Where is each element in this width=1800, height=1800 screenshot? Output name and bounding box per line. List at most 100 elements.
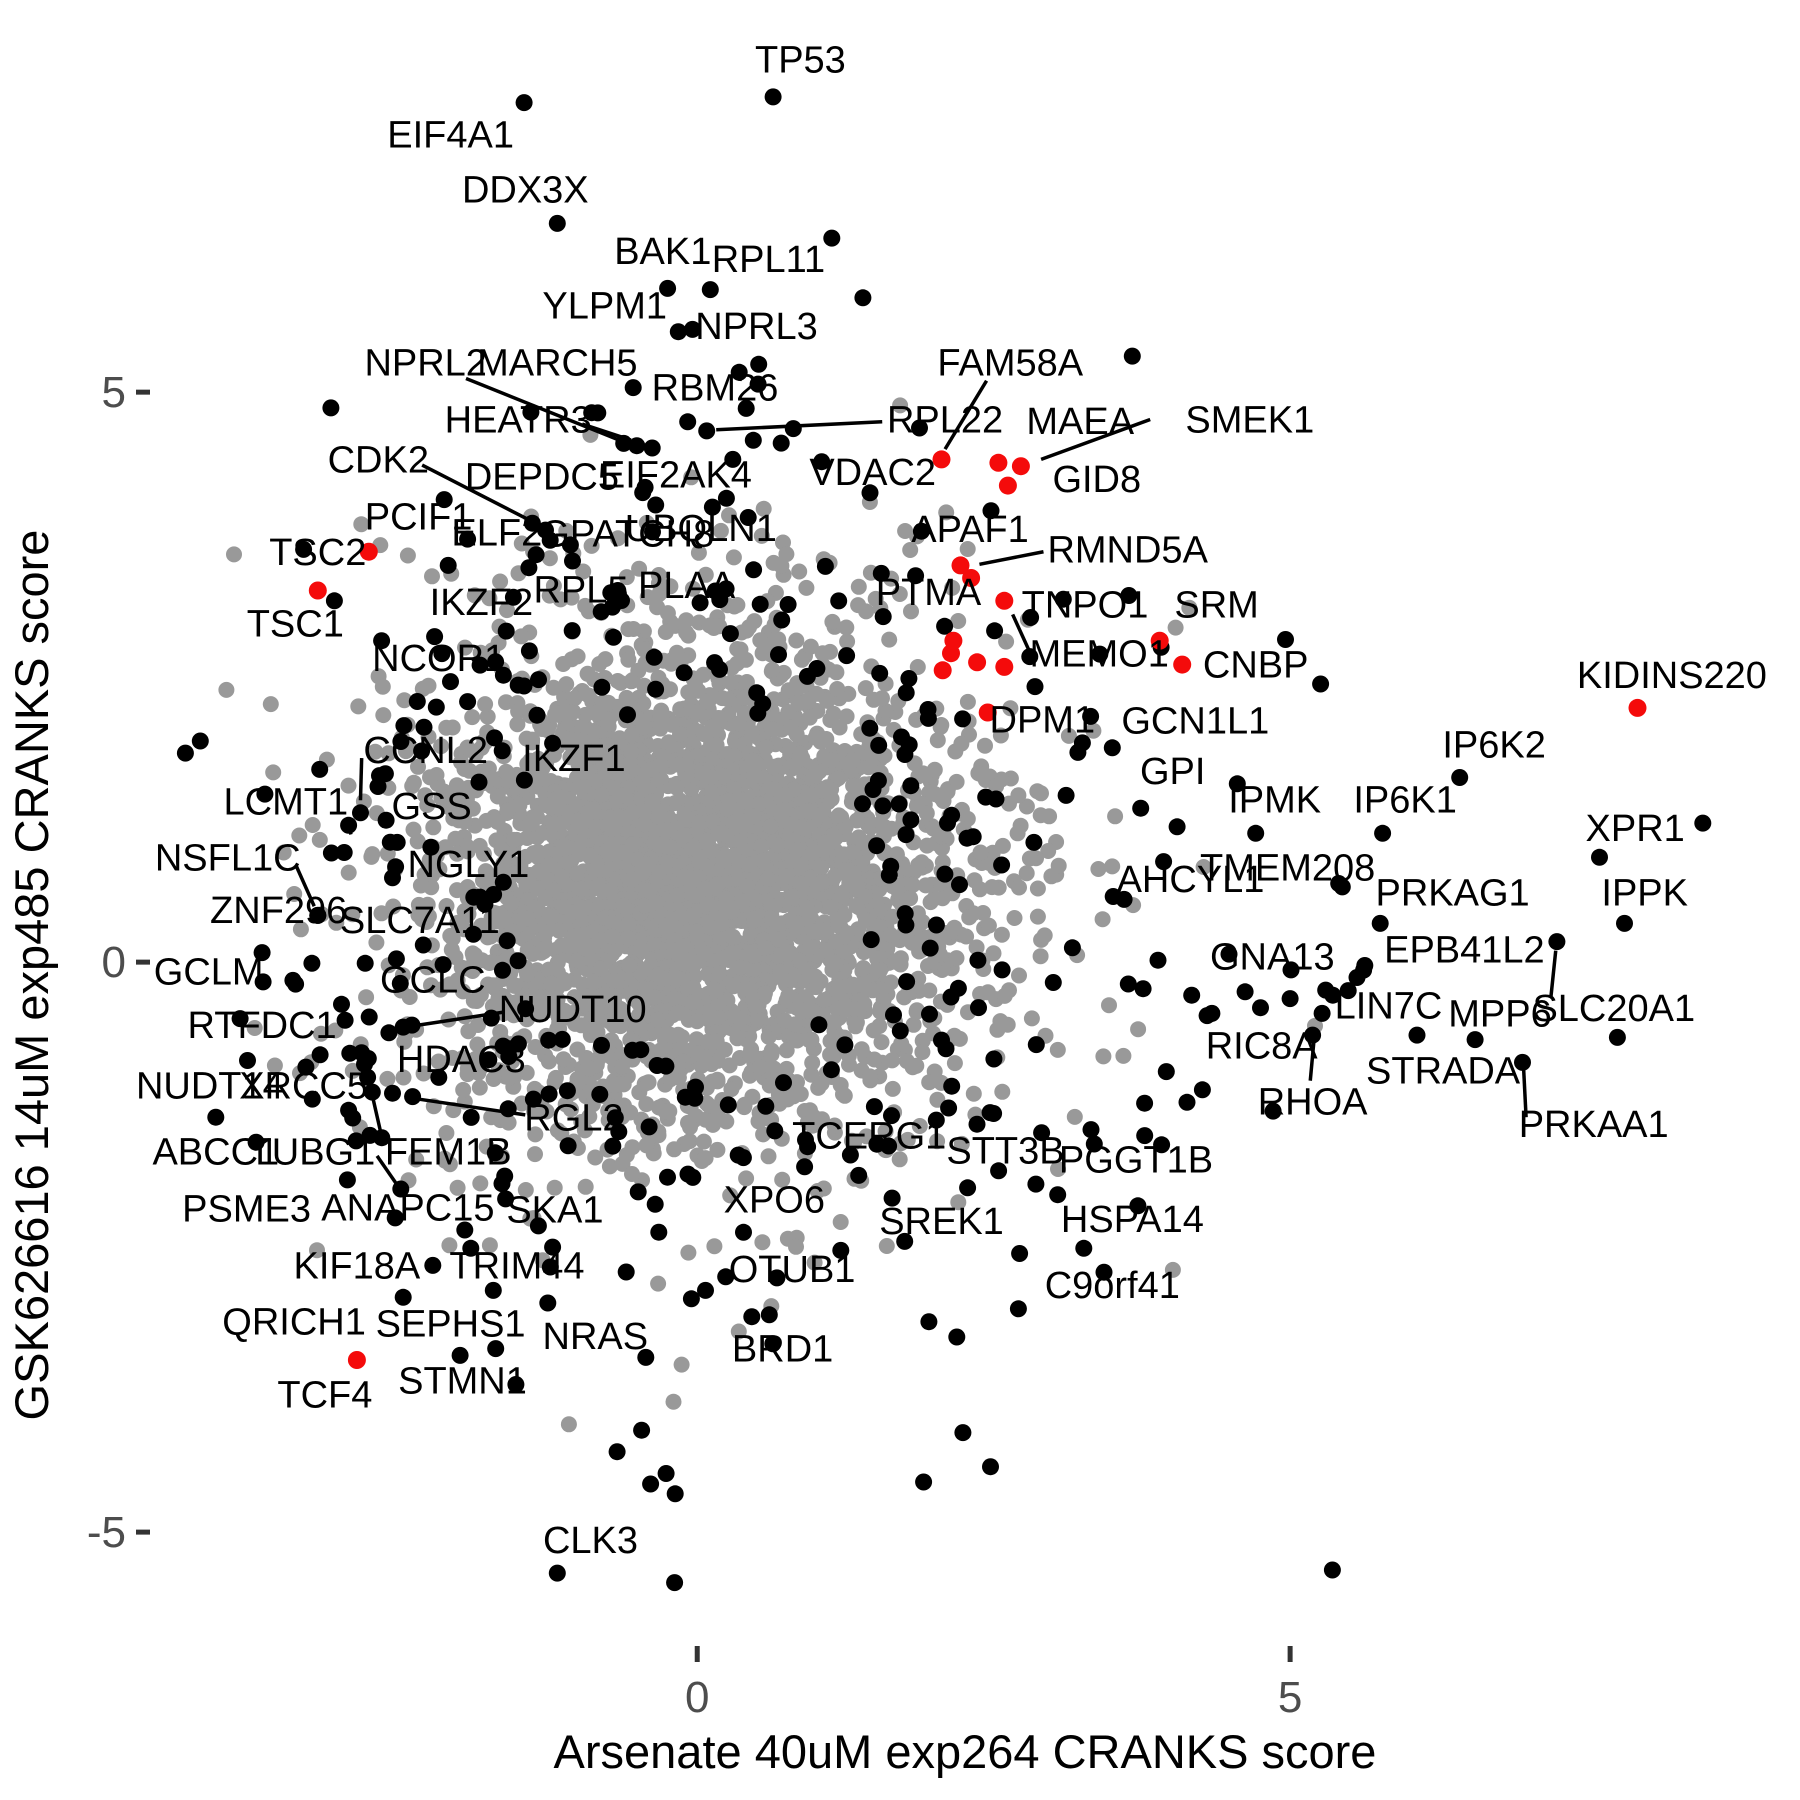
cloud-point (757, 940, 774, 956)
cloud-point (929, 1133, 946, 1150)
cloud-point (527, 1126, 544, 1143)
outlier-point (231, 1010, 249, 1028)
outlier-point (697, 1281, 714, 1299)
cloud-point (806, 1254, 823, 1271)
gene-label: RTFDC1 (187, 1005, 336, 1047)
cloud-point (710, 994, 727, 1011)
gene-label: SREK1 (879, 1201, 1004, 1243)
outlier-point (1313, 1004, 1331, 1022)
gene-label: LIN7C (1335, 986, 1443, 1028)
label-connector (1521, 1070, 1528, 1118)
outlier-point (796, 1158, 814, 1176)
cloud-point (517, 1182, 534, 1198)
cloud-point (546, 1179, 563, 1196)
outlier-point (749, 704, 767, 722)
gene-label: FEM1B (385, 1132, 512, 1174)
cloud-point (430, 1053, 447, 1070)
outlier-point (645, 648, 663, 666)
cloud-point (670, 1057, 687, 1074)
gene-label: GCN1L1 (1121, 701, 1269, 743)
gene-label: RMND5A (1047, 530, 1208, 572)
outlier-point (494, 873, 512, 891)
gene-point (940, 1099, 958, 1117)
cloud-point (1050, 857, 1067, 874)
outlier-point (311, 1046, 329, 1064)
cloud-point (839, 633, 856, 650)
cloud-point (475, 845, 492, 862)
cloud-point (910, 857, 927, 874)
outlier-point (303, 954, 321, 972)
gene-point (615, 434, 633, 452)
cloud-point (891, 586, 908, 602)
outlier-point (823, 229, 841, 247)
cloud-point (1104, 858, 1121, 875)
cloud-point (1001, 795, 1017, 812)
cloud-point (892, 397, 909, 414)
cloud-point (826, 1014, 843, 1030)
outlier-point (986, 622, 1004, 640)
cloud-point (449, 845, 466, 862)
cloud-point (839, 925, 856, 942)
gene-point (951, 556, 970, 575)
gene-point (1355, 961, 1373, 979)
gene-point (896, 1232, 914, 1250)
cloud-point (993, 926, 1010, 943)
gene-label: XRCC5 (239, 1065, 368, 1107)
cloud-point (418, 914, 435, 930)
outlier-point (951, 876, 968, 894)
outlier-point (861, 484, 879, 502)
outlier-point (459, 693, 477, 711)
cloud-point (687, 679, 704, 696)
gene-point (1173, 655, 1192, 674)
cloud-point (438, 719, 455, 736)
outlier-point (642, 1475, 660, 1493)
outlier-point (1054, 590, 1072, 608)
outlier-point (493, 742, 511, 760)
cloud-point (662, 1071, 679, 1088)
cloud-point (799, 803, 816, 820)
cloud-point (823, 752, 840, 769)
cloud-point (570, 756, 587, 773)
outlier-point (487, 653, 505, 671)
cloud-point (838, 619, 855, 636)
cloud-point (857, 680, 874, 697)
gene-label: EIF4A1 (387, 115, 514, 157)
outlier-point (1149, 951, 1167, 969)
cloud-point (744, 724, 760, 741)
outlier-point (977, 788, 995, 806)
cloud-point (709, 1141, 726, 1158)
cloud-point (729, 597, 746, 613)
outlier-point (921, 1005, 938, 1023)
label-connector (294, 865, 316, 907)
gene-label: LCMT1 (224, 782, 349, 824)
cloud-point (640, 856, 657, 873)
cloud-point (657, 624, 674, 640)
cloud-point (638, 1137, 655, 1154)
cloud-point (939, 783, 956, 800)
cloud-point (807, 968, 824, 985)
cloud-point (789, 841, 806, 858)
cloud-point (732, 832, 749, 849)
cloud-point (766, 758, 783, 775)
cloud-point (579, 665, 596, 682)
cloud-point (788, 632, 805, 649)
outlier-point (915, 1473, 933, 1491)
gene-point (1514, 1053, 1531, 1071)
outlier-point (993, 961, 1011, 979)
gene-label: GPATCH8 (540, 514, 714, 556)
outlier-point (897, 684, 915, 702)
cloud-point (754, 1234, 771, 1251)
cloud-point (710, 1009, 726, 1026)
cloud-point (755, 500, 772, 517)
outlier-point (711, 660, 728, 678)
label-connector (1040, 417, 1151, 462)
cloud-point (499, 602, 515, 619)
cloud-point (722, 1187, 739, 1204)
cloud-point (712, 710, 729, 727)
cloud-point (545, 679, 562, 696)
cloud-point (459, 739, 476, 756)
outlier-point (373, 632, 391, 650)
outlier-point (371, 767, 388, 785)
outlier-point (392, 733, 410, 750)
cloud-point (423, 879, 440, 896)
